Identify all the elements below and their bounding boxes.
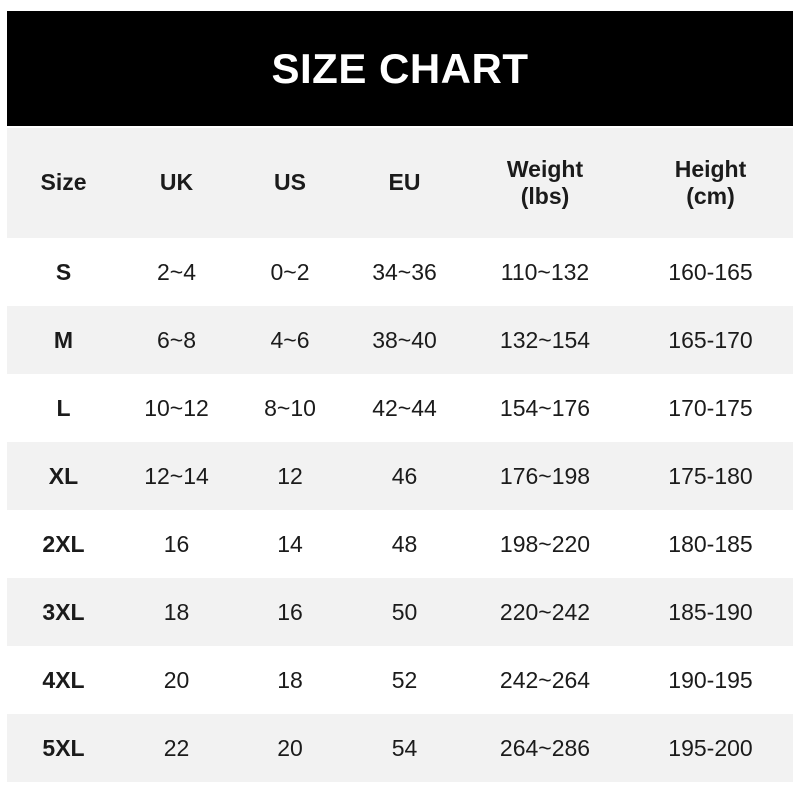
column-header-height: Height (cm) — [628, 128, 793, 238]
table-body: S 2~4 0~2 34~36 110~132 160-165 M 6~8 4~… — [7, 238, 793, 782]
column-header-uk-label: UK — [159, 169, 194, 196]
cell-size: 2XL — [7, 510, 120, 578]
column-header-height-unit: (cm) — [686, 183, 735, 209]
cell-size: S — [7, 238, 120, 306]
cell-weight: 220~242 — [462, 578, 628, 646]
cell-size: XL — [7, 442, 120, 510]
column-header-height-label: Height — [674, 155, 747, 182]
cell-eu: 34~36 — [347, 238, 462, 306]
table-row: L 10~12 8~10 42~44 154~176 170-175 — [7, 374, 793, 442]
column-header-us: US — [233, 128, 347, 238]
cell-size: 3XL — [7, 578, 120, 646]
table-row: XL 12~14 12 46 176~198 175-180 — [7, 442, 793, 510]
cell-size: 4XL — [7, 646, 120, 714]
size-chart-table-container: Size UK US EU Weight (lbs) — [7, 128, 793, 782]
cell-height: 190-195 — [628, 646, 793, 714]
cell-height: 175-180 — [628, 442, 793, 510]
cell-uk: 20 — [120, 646, 233, 714]
cell-height: 195-200 — [628, 714, 793, 782]
cell-uk: 12~14 — [120, 442, 233, 510]
cell-size: 5XL — [7, 714, 120, 782]
cell-weight: 110~132 — [462, 238, 628, 306]
cell-uk: 22 — [120, 714, 233, 782]
table-header-row: Size UK US EU Weight (lbs) — [7, 128, 793, 238]
cell-us: 14 — [233, 510, 347, 578]
table-header: Size UK US EU Weight (lbs) — [7, 128, 793, 238]
cell-us: 0~2 — [233, 238, 347, 306]
cell-size: M — [7, 306, 120, 374]
cell-uk: 10~12 — [120, 374, 233, 442]
cell-weight: 176~198 — [462, 442, 628, 510]
cell-weight: 242~264 — [462, 646, 628, 714]
size-chart-table: Size UK US EU Weight (lbs) — [7, 128, 793, 782]
cell-height: 185-190 — [628, 578, 793, 646]
cell-weight: 198~220 — [462, 510, 628, 578]
cell-us: 12 — [233, 442, 347, 510]
cell-eu: 50 — [347, 578, 462, 646]
cell-height: 165-170 — [628, 306, 793, 374]
cell-uk: 6~8 — [120, 306, 233, 374]
column-header-uk: UK — [120, 128, 233, 238]
column-header-weight-label: Weight — [506, 155, 584, 182]
cell-eu: 48 — [347, 510, 462, 578]
cell-weight: 154~176 — [462, 374, 628, 442]
column-header-eu-label: EU — [388, 169, 421, 196]
column-header-eu: EU — [347, 128, 462, 238]
column-header-weight-unit: (lbs) — [520, 183, 570, 209]
page-title: SIZE CHART — [271, 44, 529, 92]
column-header-size: Size — [7, 128, 120, 238]
table-row: M 6~8 4~6 38~40 132~154 165-170 — [7, 306, 793, 374]
column-header-us-label: US — [274, 169, 306, 196]
cell-us: 20 — [233, 714, 347, 782]
table-row: 2XL 16 14 48 198~220 180-185 — [7, 510, 793, 578]
column-header-size-label: Size — [40, 169, 87, 196]
cell-eu: 42~44 — [347, 374, 462, 442]
cell-uk: 16 — [120, 510, 233, 578]
table-row: 5XL 22 20 54 264~286 195-200 — [7, 714, 793, 782]
cell-size: L — [7, 374, 120, 442]
table-row: 3XL 18 16 50 220~242 185-190 — [7, 578, 793, 646]
cell-uk: 2~4 — [120, 238, 233, 306]
column-header-weight: Weight (lbs) — [462, 128, 628, 238]
cell-us: 18 — [233, 646, 347, 714]
cell-weight: 132~154 — [462, 306, 628, 374]
cell-us: 16 — [233, 578, 347, 646]
cell-eu: 52 — [347, 646, 462, 714]
cell-us: 4~6 — [233, 306, 347, 374]
cell-height: 180-185 — [628, 510, 793, 578]
table-row: S 2~4 0~2 34~36 110~132 160-165 — [7, 238, 793, 306]
cell-uk: 18 — [120, 578, 233, 646]
title-banner: SIZE CHART — [7, 11, 793, 126]
cell-eu: 54 — [347, 714, 462, 782]
cell-height: 160-165 — [628, 238, 793, 306]
cell-us: 8~10 — [233, 374, 347, 442]
table-row: 4XL 20 18 52 242~264 190-195 — [7, 646, 793, 714]
cell-weight: 264~286 — [462, 714, 628, 782]
cell-eu: 46 — [347, 442, 462, 510]
cell-eu: 38~40 — [347, 306, 462, 374]
cell-height: 170-175 — [628, 374, 793, 442]
